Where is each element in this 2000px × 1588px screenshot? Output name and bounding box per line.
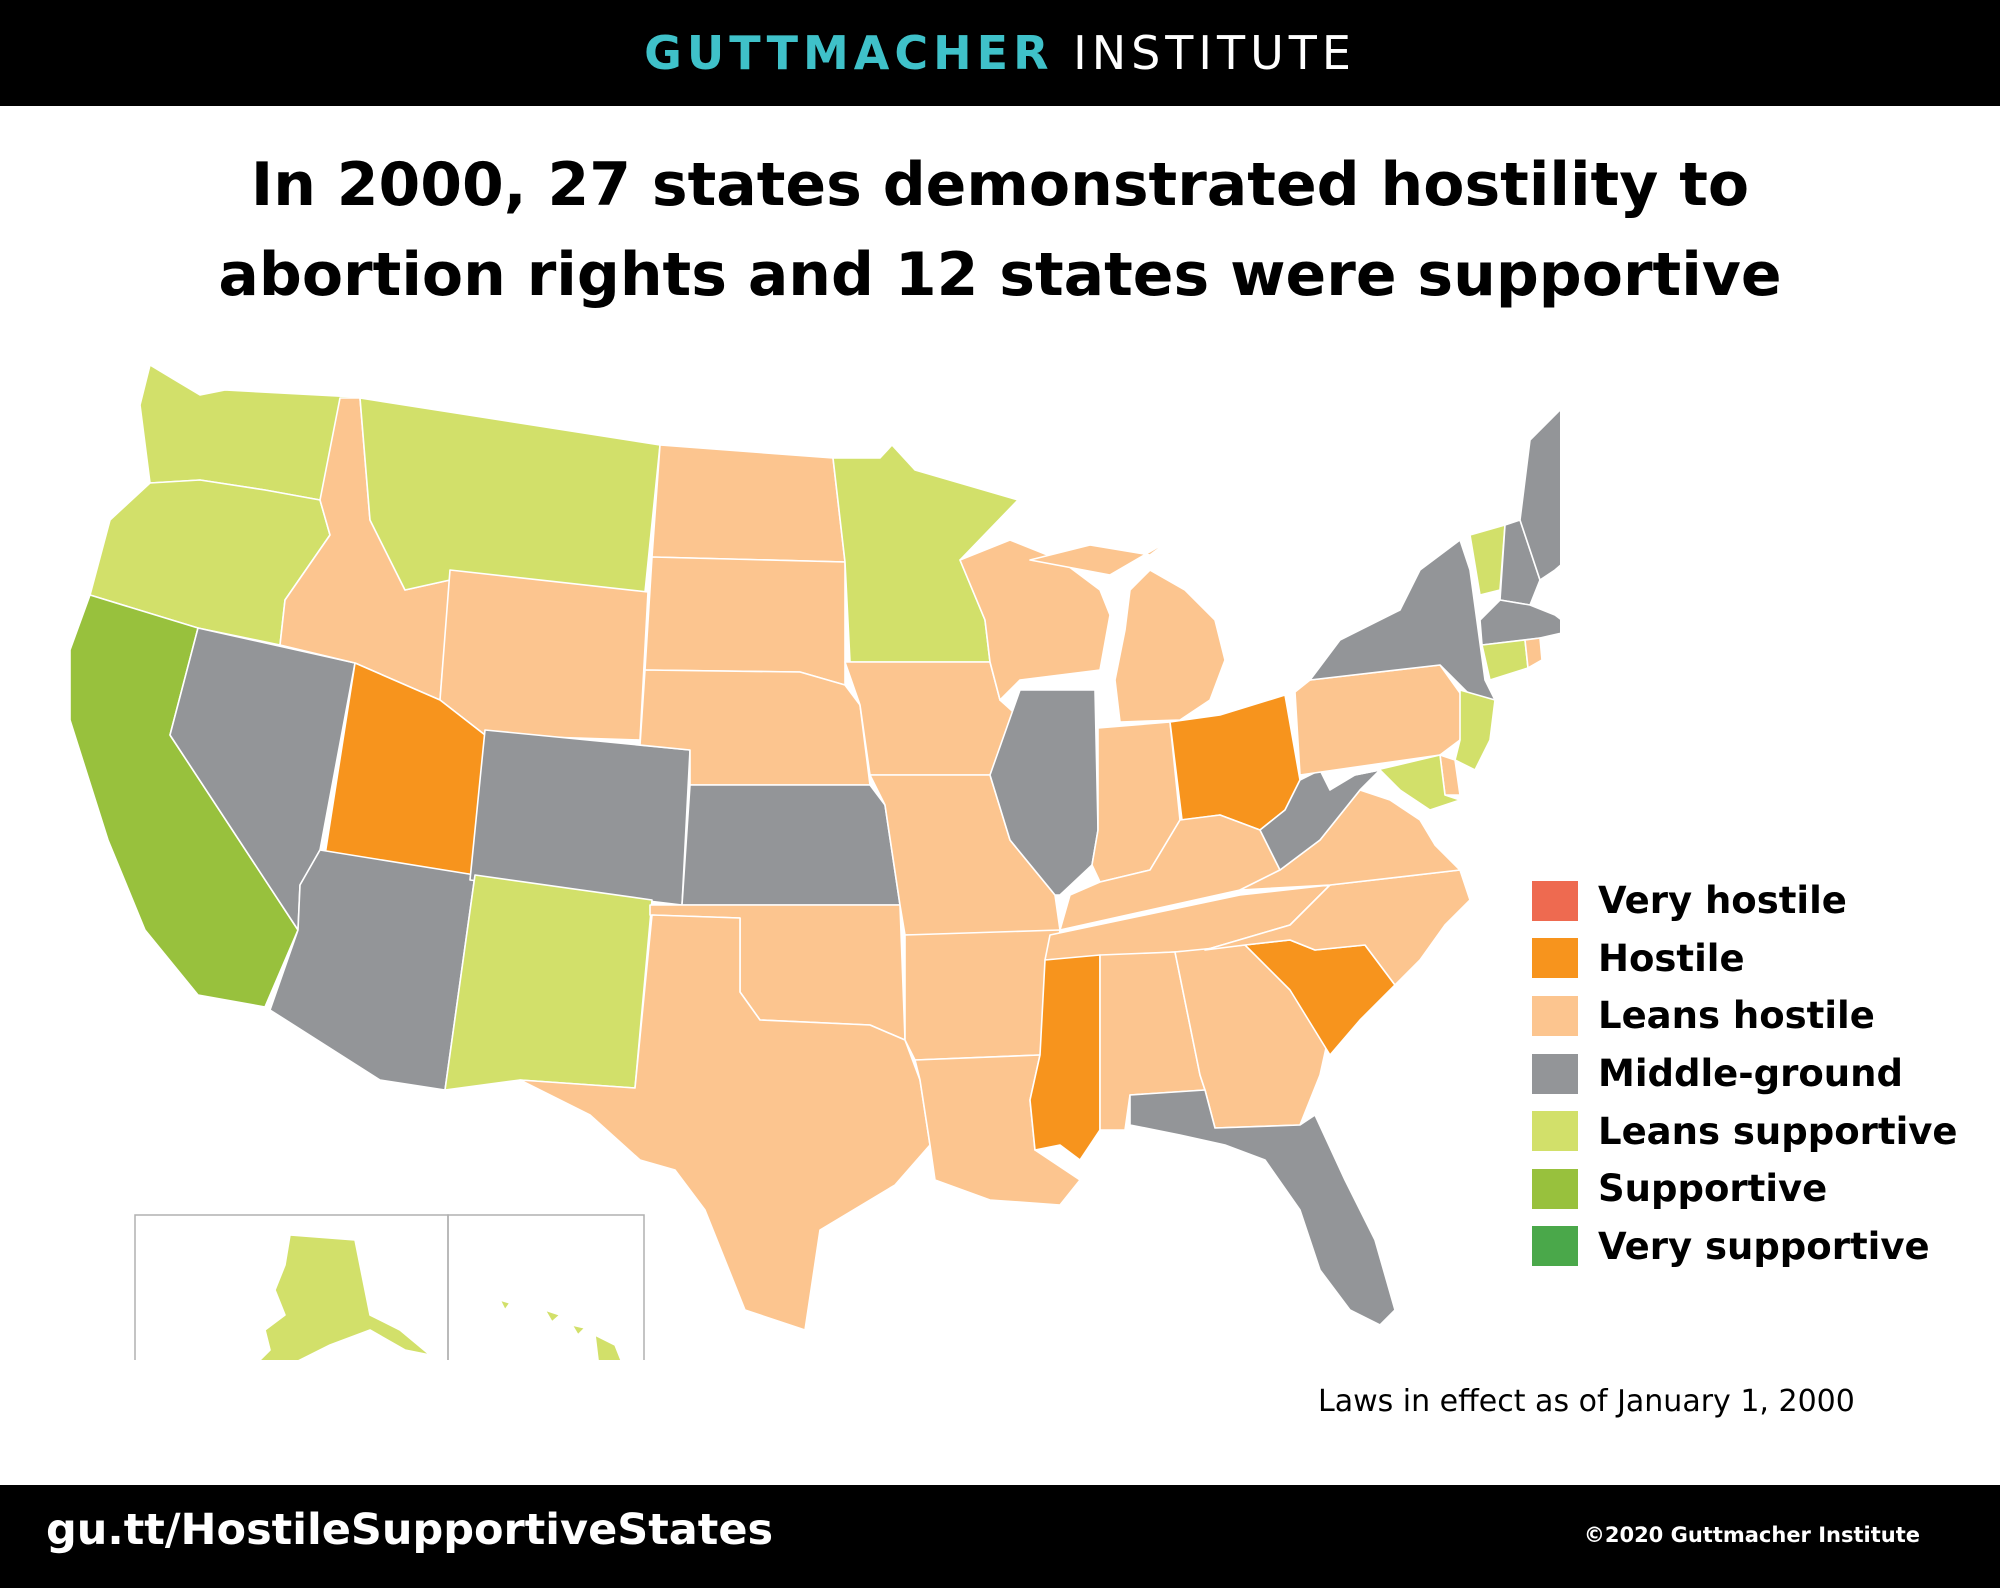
title-line-2: abortion rights and 12 states were suppo…: [218, 240, 1782, 310]
legend-label: Very supportive: [1598, 1224, 1930, 1268]
state-MT: [359, 397, 661, 593]
state-ME: [1519, 409, 1560, 581]
legend-swatch: [1532, 995, 1578, 1036]
legend-label: Very hostile: [1598, 879, 1847, 923]
legend-item-leans-hostile: Leans hostile: [1532, 987, 1957, 1045]
state-NH: [1499, 519, 1541, 606]
legend-swatch: [1532, 1226, 1578, 1267]
page-title: In 2000, 27 states demonstrated hostilit…: [0, 140, 2000, 320]
state-NJ: [1454, 689, 1496, 771]
legend-swatch: [1532, 1168, 1578, 1209]
state-KS: [681, 784, 901, 906]
legend: Very hostile Hostile Leans hostile Middl…: [1532, 872, 1957, 1275]
brand-logo: GUTTMACHER INSTITUTE: [644, 26, 1356, 80]
brand-regular: INSTITUTE: [1073, 26, 1356, 80]
state-AZ: [269, 849, 476, 1091]
state-CT: [1481, 639, 1529, 681]
legend-swatch: [1532, 1111, 1578, 1152]
title-line-1: In 2000, 27 states demonstrated hostilit…: [250, 150, 1750, 220]
footer-url: gu.tt/HostileSupportiveStates: [46, 1505, 774, 1555]
state-WI: [959, 539, 1111, 701]
effective-date-note: Laws in effect as of January 1, 2000: [1318, 1384, 1855, 1419]
legend-item-very-hostile: Very hostile: [1532, 872, 1957, 930]
state-MD: [1354, 754, 1461, 811]
state-WY: [439, 569, 649, 741]
inset-frame-hawaii: [447, 1214, 645, 1360]
legend-swatch: [1532, 1053, 1578, 1094]
state-IL: [989, 689, 1099, 896]
legend-label: Supportive: [1598, 1167, 1828, 1211]
footer-copyright: ©2020 Guttmacher Institute: [1583, 1523, 1920, 1547]
legend-label: Hostile: [1598, 936, 1745, 980]
state-TX: [519, 914, 931, 1331]
legend-swatch: [1532, 880, 1578, 921]
legend-label: Leans hostile: [1598, 994, 1875, 1038]
state-VT: [1469, 524, 1506, 596]
us-map: [69, 364, 1560, 1360]
state-ND: [651, 444, 846, 563]
footer-bar: gu.tt/HostileSupportiveStates ©2020 Gutt…: [0, 1485, 2000, 1588]
legend-item-hostile: Hostile: [1532, 930, 1957, 988]
legend-item-middle-ground: Middle-ground: [1532, 1045, 1957, 1103]
legend-swatch: [1532, 938, 1578, 979]
state-WA: [139, 364, 356, 501]
legend-label: Middle-ground: [1598, 1052, 1903, 1096]
brand-bold: GUTTMACHER: [644, 26, 1054, 80]
legend-item-supportive: Supportive: [1532, 1160, 1957, 1218]
state-AR: [904, 929, 1061, 1061]
state-NM: [444, 874, 653, 1091]
state-AK: [258, 1234, 431, 1360]
legend-item-leans-supportive: Leans supportive: [1532, 1102, 1957, 1160]
state-MA: [1479, 599, 1560, 646]
header-bar: GUTTMACHER INSTITUTE: [0, 0, 2000, 106]
state-HI: [499, 1299, 622, 1360]
state-NY: [1309, 539, 1496, 701]
state-MI: [1029, 539, 1226, 723]
state-SD: [644, 556, 846, 686]
state-FL: [1129, 1089, 1396, 1326]
legend-label: Leans supportive: [1598, 1109, 1958, 1153]
state-OH: [1169, 694, 1301, 831]
legend-item-very-supportive: Very supportive: [1532, 1218, 1957, 1276]
state-RI: [1524, 637, 1543, 669]
